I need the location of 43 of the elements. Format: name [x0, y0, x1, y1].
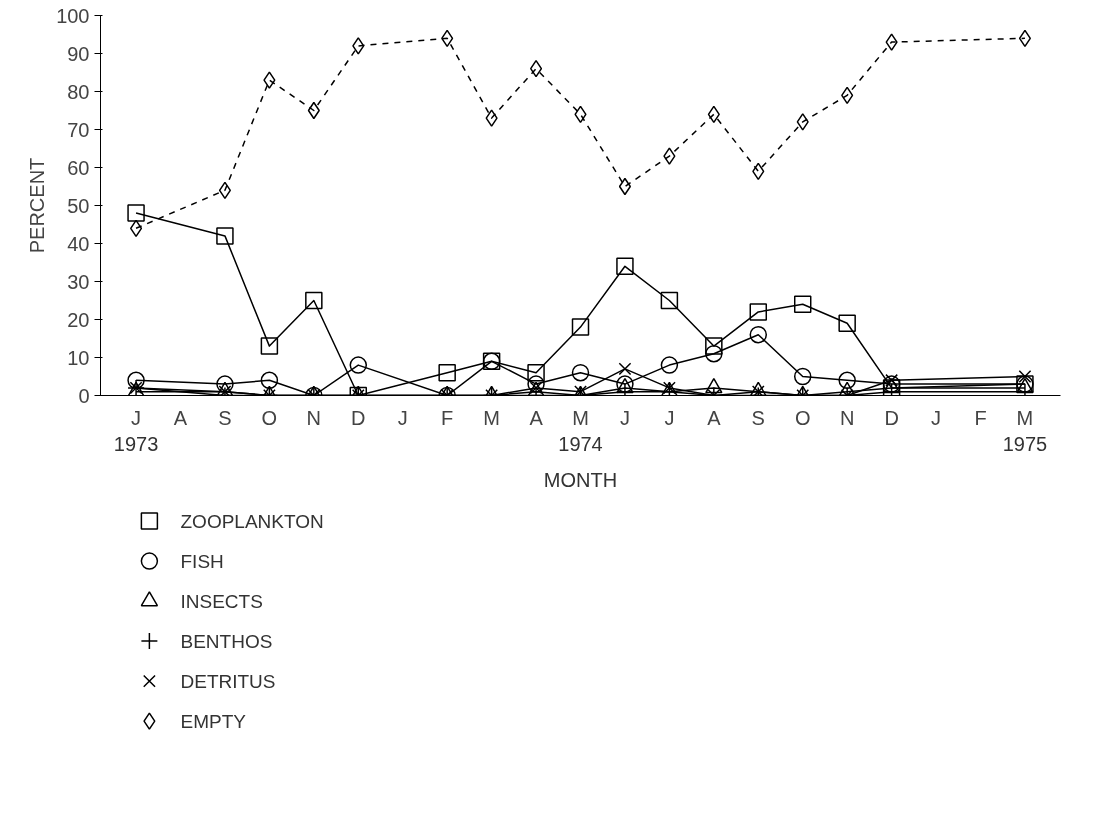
x-tick-label: M [1016, 406, 1034, 429]
y-tick-label: 100 [56, 4, 90, 27]
x-tick-label: S [751, 406, 765, 429]
x-tick-label: A [707, 406, 722, 429]
legend-label: ZOOPLANKTON [180, 510, 324, 532]
y-tick-label: 50 [67, 194, 90, 217]
x-tick-label: N [306, 406, 322, 429]
x-tick-label: M [572, 406, 589, 429]
y-tick-label: 70 [67, 118, 90, 141]
y-tick-label: 20 [67, 308, 90, 331]
x-tick-label: J [931, 406, 942, 429]
x-tick-label: M [483, 406, 500, 429]
y-tick-label: 40 [67, 232, 90, 255]
legend-label: BENTHOS [180, 630, 273, 652]
legend-label: EMPTY [180, 710, 247, 732]
text: 1974 [558, 433, 603, 456]
x-tick-label: A [173, 406, 188, 429]
y-tick-label: 30 [67, 270, 90, 293]
x-tick-label: J [397, 406, 408, 429]
y-tick-label: 60 [67, 156, 90, 179]
x-tick-label: F [441, 406, 454, 429]
x-tick-label: J [664, 406, 675, 429]
x-tick-label: N [839, 406, 855, 429]
x-tick-label: F [974, 406, 987, 429]
legend-label: FISH [180, 550, 224, 572]
y-tick-label: 80 [67, 80, 90, 103]
x-tick-label: A [529, 406, 544, 429]
x-tick-label: J [131, 406, 142, 429]
y-tick-label: 90 [67, 42, 90, 65]
x-tick-label: D [884, 406, 899, 429]
x-tick-label: O [794, 406, 811, 429]
y-axis-title: PERCENT [26, 157, 49, 254]
text: 1973 [113, 433, 159, 456]
legend-label: INSECTS [180, 590, 263, 612]
x-tick-label: S [218, 406, 232, 429]
y-tick-label: 0 [78, 384, 90, 407]
legend-label: DETRITUS [180, 670, 276, 692]
x-tick-label: O [261, 406, 278, 429]
x-tick-label: J [619, 406, 630, 429]
x-axis-title: MONTH [543, 468, 618, 491]
x-tick-label: D [351, 406, 366, 429]
text: 1975 [1002, 433, 1048, 456]
y-tick-label: 10 [67, 346, 90, 369]
